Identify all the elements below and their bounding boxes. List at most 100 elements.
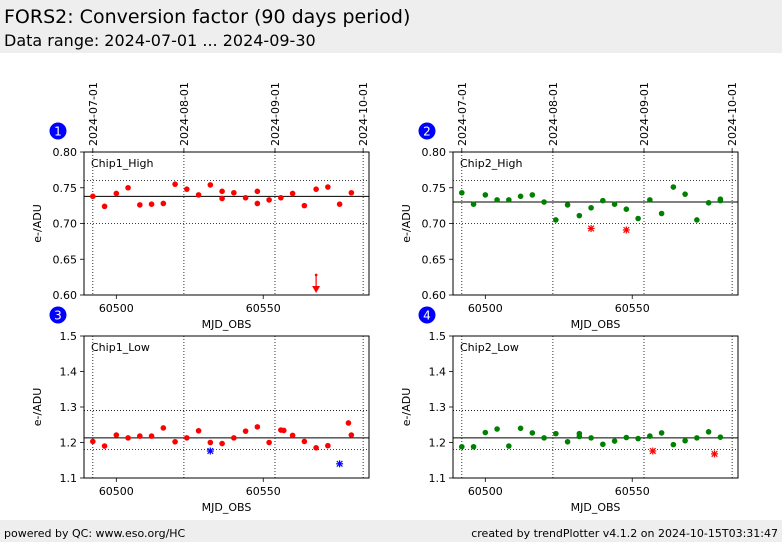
data-point (482, 192, 489, 198)
data-point (301, 202, 308, 209)
y-tick-label: 0.75 (422, 182, 447, 195)
data-point (694, 435, 700, 441)
data-point (576, 212, 583, 219)
data-point (266, 197, 272, 203)
date-tick-label: 2024-10-01 (357, 82, 370, 146)
data-point (705, 429, 712, 435)
panel-badge (49, 306, 67, 324)
y-axis-label: e-/ADU (400, 388, 413, 427)
data-point (588, 435, 594, 441)
data-point (219, 440, 225, 447)
data-point (705, 199, 712, 206)
outlier-point (336, 460, 344, 468)
panel-label: Chip2_High (460, 157, 522, 170)
chart-panel-2: 2024-07-01 2024-08-01 2024-09-01 2024-10-01… (400, 82, 739, 331)
data-point (325, 184, 331, 190)
y-tick-label: 1.2 (60, 437, 78, 450)
x-axis-label: MJD_OBS (202, 501, 252, 514)
date-tick-label: 2024-08-01 (178, 82, 191, 146)
data-point (541, 199, 547, 205)
outlier-point-stroke (711, 450, 718, 458)
data-point (219, 195, 225, 202)
y-tick-label: 1.3 (429, 401, 447, 414)
data-point (125, 435, 131, 441)
outlier-point (649, 447, 657, 455)
data-point (101, 203, 108, 210)
y-tick-label: 0.80 (53, 146, 78, 159)
panel-label: Chip1_High (91, 157, 153, 170)
data-point (125, 184, 131, 191)
data-point (195, 192, 202, 198)
data-point (313, 445, 319, 451)
panel-badge-number: 3 (54, 309, 62, 323)
data-point (529, 430, 536, 436)
offscale-arrow-head (312, 286, 321, 293)
chart-panel-3: 1.1 1.2 1.3 1.4 1.5 60500 60550 MJD_OBS e-/ADU Ch… (31, 306, 370, 514)
x-tick-label: 60500 (468, 302, 503, 315)
y-tick-label: 1.3 (60, 401, 78, 414)
data-point (219, 188, 225, 195)
data-point (90, 438, 96, 445)
data-point (647, 197, 653, 203)
data-point (517, 193, 524, 200)
panel-badge-number: 1 (54, 125, 62, 139)
data-point (494, 426, 500, 432)
x-tick-label: 60550 (246, 302, 281, 315)
data-point (184, 435, 190, 441)
data-point (231, 189, 237, 196)
outlier-point (587, 225, 595, 233)
data-point (336, 201, 343, 207)
y-tick-label: 0.65 (422, 253, 447, 266)
date-tick-label: 2024-07-01 (456, 82, 469, 146)
data-point (694, 217, 700, 223)
data-point (529, 192, 536, 198)
data-point (682, 191, 688, 197)
outlier-point-stroke (623, 226, 630, 234)
page-footer (0, 520, 782, 542)
data-point (623, 434, 630, 441)
data-point (137, 433, 143, 439)
data-point (254, 200, 261, 207)
data-point (576, 430, 583, 437)
data-point (254, 188, 261, 195)
data-point (148, 201, 155, 207)
chart-panel-4: 1.1 1.2 1.3 1.4 1.5 60500 60550 MJD_OBS e-/ADU Ch… (400, 306, 739, 514)
outlier-point (622, 226, 630, 234)
data-point (266, 439, 272, 446)
data-point (670, 441, 677, 448)
data-point (242, 194, 249, 201)
footer-credit: powered by QC: www.eso.org/HC (4, 527, 186, 540)
data-point (101, 443, 108, 449)
data-point (137, 202, 143, 208)
y-tick-label: 0.60 (53, 289, 78, 302)
data-point (506, 443, 512, 449)
data-point (564, 438, 571, 445)
data-point (611, 438, 618, 444)
y-tick-label: 0.65 (53, 253, 78, 266)
panel-label: Chip2_Low (460, 341, 519, 354)
data-point (313, 186, 319, 192)
data-point (348, 189, 355, 196)
data-point (207, 439, 214, 446)
y-tick-label: 1.1 (429, 472, 447, 485)
date-tick-label: 2024-10-01 (726, 82, 739, 146)
data-point (160, 425, 167, 431)
x-tick-label: 60550 (615, 485, 650, 498)
data-point (459, 443, 465, 450)
panel-label: Chip1_Low (91, 341, 150, 354)
data-point (113, 190, 120, 197)
data-point (289, 432, 296, 439)
x-tick-label: 60500 (468, 485, 503, 498)
data-point (717, 434, 724, 440)
data-point (635, 215, 641, 222)
data-point (459, 189, 465, 196)
data-point (301, 438, 308, 445)
data-point (717, 197, 724, 204)
data-point (647, 433, 653, 439)
y-axis-label: e-/ADU (400, 204, 413, 243)
outlier-point-stroke (336, 460, 343, 468)
data-point (658, 430, 665, 436)
x-tick-label: 60550 (615, 302, 650, 315)
date-tick-label: 2024-08-01 (547, 82, 560, 146)
data-point (470, 201, 477, 207)
